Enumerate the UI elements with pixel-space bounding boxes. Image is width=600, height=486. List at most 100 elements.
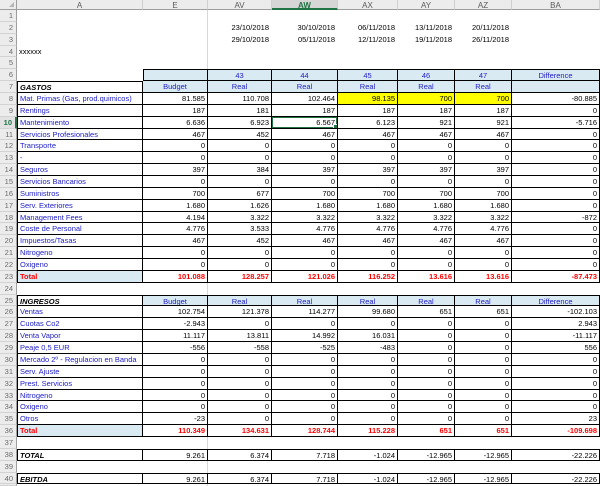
cell-AY16[interactable]: 700 xyxy=(398,187,455,200)
cell-A40[interactable]: EBITDA xyxy=(17,472,143,485)
cell-E33[interactable]: 0 xyxy=(143,389,208,402)
cell-AY38[interactable]: -12.965 xyxy=(398,448,455,461)
cell-AY18[interactable]: 3.322 xyxy=(398,211,455,224)
cell-AY32[interactable]: 0 xyxy=(398,377,455,390)
cell-E14[interactable]: 397 xyxy=(143,164,208,177)
cell-AZ22[interactable]: 0 xyxy=(455,259,512,271)
cell-BA20[interactable]: 0 xyxy=(512,235,600,248)
col-header-AX[interactable]: AX xyxy=(338,0,398,10)
cell-AW25[interactable]: Real xyxy=(272,294,338,307)
cell-AW30[interactable]: 0 xyxy=(272,353,338,366)
cell-AV13[interactable]: 0 xyxy=(208,152,272,165)
cell-AV12[interactable]: 0 xyxy=(208,140,272,153)
cell-AV5[interactable] xyxy=(208,57,272,69)
cell-AX1[interactable] xyxy=(338,10,398,22)
cell-E4[interactable] xyxy=(143,45,208,58)
cell-BA34[interactable]: 0 xyxy=(512,401,600,414)
cell-A10[interactable]: Mantenimiento xyxy=(17,116,143,129)
cell-A32[interactable]: Prest. Servicios xyxy=(17,377,143,390)
cell-BA12[interactable]: 0 xyxy=(512,140,600,153)
cell-AZ23[interactable]: 13.616 xyxy=(455,270,512,283)
cell-E26[interactable]: 102.754 xyxy=(143,306,208,319)
cell-AW2[interactable]: 30/10/2018 xyxy=(297,22,335,32)
cell-A34[interactable]: Oxigeno xyxy=(17,401,143,414)
cell-AX31[interactable]: 0 xyxy=(338,365,398,378)
cell-AY24[interactable] xyxy=(398,283,455,295)
cell-AZ32[interactable]: 0 xyxy=(455,377,512,390)
cell-AZ34[interactable]: 0 xyxy=(455,401,512,414)
cell-E16[interactable]: 700 xyxy=(143,187,208,200)
cell-AV3[interactable]: 29/10/2018 xyxy=(231,34,269,44)
cell-AZ30[interactable]: 0 xyxy=(455,353,512,366)
cell-AY1[interactable] xyxy=(398,10,455,22)
cell-AZ39[interactable] xyxy=(455,461,512,473)
cell-AV17[interactable]: 1.626 xyxy=(208,199,272,212)
cell-A9[interactable]: Rentings xyxy=(17,104,143,117)
cell-A39[interactable] xyxy=(17,461,143,473)
row-header-18[interactable]: 18 xyxy=(0,211,17,224)
cell-AW40[interactable]: 7.718 xyxy=(272,472,338,485)
row-header-13[interactable]: 13 xyxy=(0,152,17,165)
cell-A25[interactable]: INGRESOS xyxy=(17,294,143,307)
cell-AZ24[interactable] xyxy=(455,283,512,295)
cell-A1[interactable] xyxy=(17,10,143,22)
cell-AX35[interactable]: 0 xyxy=(338,413,398,426)
cell-AY9[interactable]: 187 xyxy=(398,104,455,117)
cell-AZ14[interactable]: 397 xyxy=(455,164,512,177)
cell-AY8[interactable]: 700 xyxy=(398,93,455,105)
cell-AV35[interactable]: 0 xyxy=(208,413,272,426)
cell-BA11[interactable]: 0 xyxy=(512,128,600,141)
cell-BA15[interactable]: 0 xyxy=(512,176,600,188)
cell-A8[interactable]: Mat. Primas (Gas, prod.quimicos) xyxy=(17,93,143,105)
cell-AY14[interactable]: 397 xyxy=(398,164,455,177)
cell-BA13[interactable]: 0 xyxy=(512,152,600,165)
row-header-24[interactable]: 24 xyxy=(0,282,17,295)
cell-E30[interactable]: 0 xyxy=(143,353,208,366)
cell-E37[interactable] xyxy=(143,436,208,449)
cell-E5[interactable] xyxy=(143,57,208,70)
cell-AX29[interactable]: -483 xyxy=(338,342,398,354)
cell-AY29[interactable]: 0 xyxy=(398,342,455,354)
cell-AZ28[interactable]: 0 xyxy=(455,330,512,343)
cell-AY37[interactable] xyxy=(398,437,455,449)
cell-A11[interactable]: Servicios Profesionales xyxy=(17,128,143,141)
row-header-10[interactable]: 10 xyxy=(0,116,17,129)
cell-A24[interactable] xyxy=(17,283,143,295)
cell-AX25[interactable]: Real xyxy=(338,294,398,307)
cell-A13[interactable]: - xyxy=(17,152,143,165)
cell-BA29[interactable]: 556 xyxy=(512,342,600,354)
cell-BA36[interactable]: -109.698 xyxy=(512,425,600,437)
cell-AX15[interactable]: 0 xyxy=(338,176,398,188)
cell-BA30[interactable]: 0 xyxy=(512,353,600,366)
cell-AW28[interactable]: 14.992 xyxy=(272,330,338,343)
cell-E35[interactable]: -23 xyxy=(143,413,208,426)
cell-E3[interactable] xyxy=(143,33,208,46)
cell-BA7[interactable] xyxy=(512,81,600,94)
cell-AX23[interactable]: 116.252 xyxy=(338,270,398,283)
cell-AZ4[interactable] xyxy=(455,46,512,58)
row-header-7[interactable]: 7 xyxy=(0,81,17,94)
col-header-A[interactable]: A xyxy=(17,0,143,10)
row-header-5[interactable]: 5 xyxy=(0,57,17,70)
cell-E24[interactable] xyxy=(143,282,208,295)
cell-E20[interactable]: 467 xyxy=(143,235,208,248)
cell-AX40[interactable]: -1.024 xyxy=(338,472,398,485)
cell-AV40[interactable]: 6.374 xyxy=(208,472,272,485)
row-header-21[interactable]: 21 xyxy=(0,247,17,260)
cell-BA40[interactable]: -22.226 xyxy=(512,472,600,485)
cell-AW20[interactable]: 467 xyxy=(272,235,338,248)
cell-A30[interactable]: Mercado 2º - Regulacion en Banda xyxy=(17,353,143,366)
cell-AX9[interactable]: 187 xyxy=(338,104,398,117)
cell-AW22[interactable]: 0 xyxy=(272,259,338,271)
cell-AZ36[interactable]: 651 xyxy=(455,425,512,437)
cell-AW37[interactable] xyxy=(272,437,338,449)
cell-AW38[interactable]: 7.718 xyxy=(272,448,338,461)
cell-AW27[interactable]: 0 xyxy=(272,318,338,331)
col-header-AY[interactable]: AY xyxy=(398,0,455,10)
cell-E23[interactable]: 101.088 xyxy=(143,270,208,283)
cell-AV24[interactable] xyxy=(208,283,272,295)
cell-BA8[interactable]: -80.885 xyxy=(512,93,600,105)
cell-A7[interactable]: GASTOS xyxy=(17,81,143,94)
cell-AZ40[interactable]: -12.965 xyxy=(455,472,512,485)
cell-A28[interactable]: Venta Vapor xyxy=(17,330,143,343)
